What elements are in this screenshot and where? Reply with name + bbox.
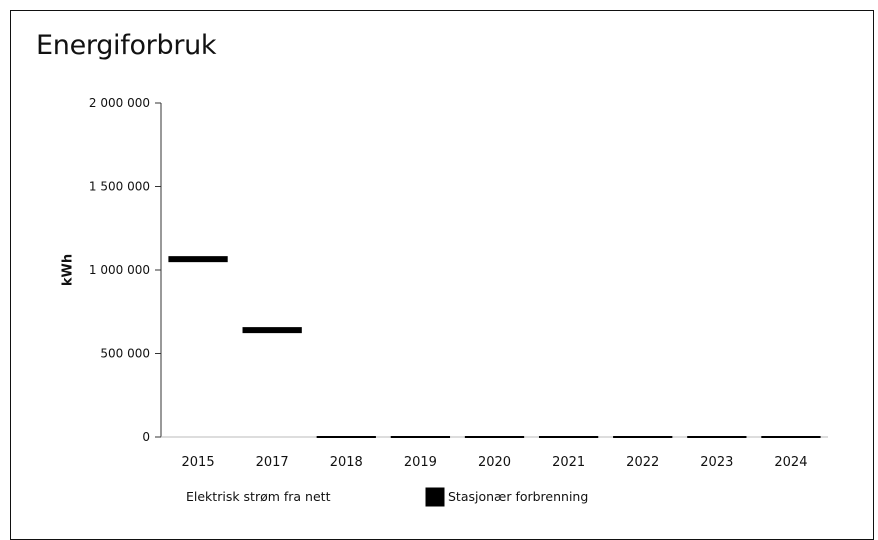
bar-stasjon-r-forbrenning-2020 (464, 436, 525, 438)
y-tick-label: 1 500 000 (89, 180, 150, 194)
legend-swatch (168, 488, 186, 506)
y-tick-label: 500 000 (100, 347, 150, 361)
bar-stasjon-r-forbrenning-2017 (242, 327, 302, 334)
legend-label: Stasjonær forbrenning (448, 489, 588, 504)
x-tick-label: 2015 (182, 455, 215, 470)
bar-stasjon-r-forbrenning-2022 (613, 436, 673, 438)
y-tick-label: 0 (142, 430, 150, 444)
chart-axes (160, 103, 828, 438)
x-tick-label: 2020 (478, 455, 511, 470)
y-tick-label: 1 000 000 (89, 263, 150, 277)
y-axis-label: kWh (61, 254, 76, 286)
legend-swatch (425, 487, 445, 507)
bar-stasjon-r-forbrenning-2019 (390, 436, 451, 438)
chart-frame (10, 10, 874, 540)
x-axis-ticks: 2015 2017 2018 2019 2020 2021 2022 2023 2024 (182, 455, 808, 470)
x-tick-label: 2017 (256, 455, 289, 470)
bar-stasjon-r-forbrenning-2021 (538, 436, 599, 438)
x-tick-label: 2023 (700, 455, 733, 470)
y-tick-label: 2 000 000 (89, 96, 150, 110)
bar-stasjon-r-forbrenning-2015 (168, 256, 228, 263)
y-axis-ticks: 0 500 000 1 000 000 1 500 000 2 000 000 (89, 96, 161, 444)
chart-title: Energiforbruk (36, 30, 217, 61)
energy-chart: 0 500 000 1 000 000 1 500 000 2 000 000 2015… (61, 96, 828, 507)
bar-stasjon-r-forbrenning-2018 (316, 436, 376, 438)
bar-stasjon-r-forbrenning-2024 (761, 436, 821, 438)
x-tick-label: 2024 (774, 455, 807, 470)
legend-label: Elektrisk strøm fra nett (186, 489, 331, 504)
bar-stasjon-r-forbrenning-2023 (687, 436, 747, 438)
x-tick-label: 2018 (330, 455, 363, 470)
x-tick-label: 2021 (552, 455, 585, 470)
x-tick-label: 2022 (626, 455, 659, 470)
bar-series (168, 256, 821, 438)
legend: Elektrisk strøm fra nett Stasjonær forbre… (168, 487, 588, 507)
x-tick-label: 2019 (404, 455, 437, 470)
